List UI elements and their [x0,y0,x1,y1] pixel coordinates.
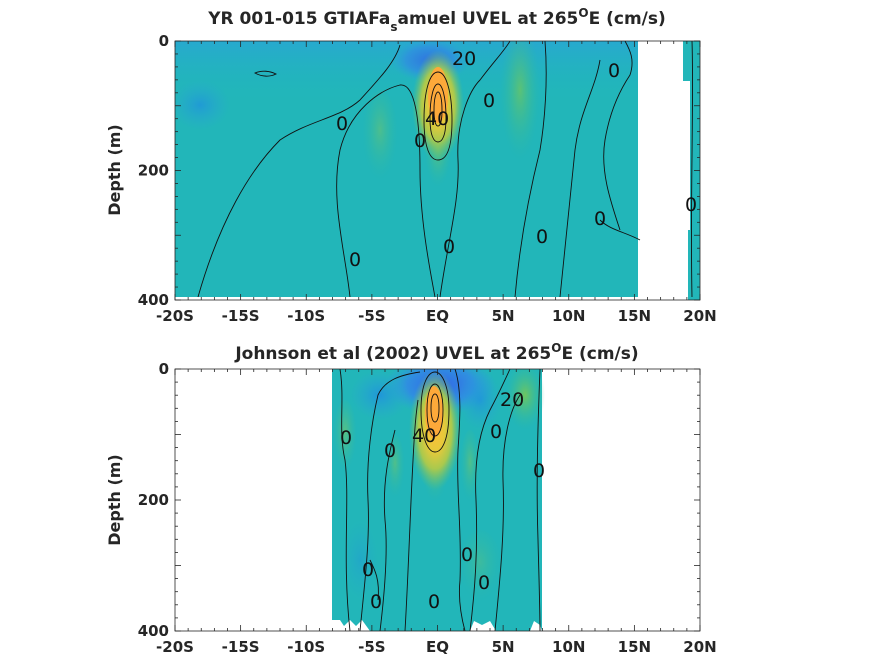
top-contour-label: 40 [425,108,449,130]
bottom-contour-label: 0 [533,460,545,482]
y-tick-label: 0 [159,360,169,378]
top-title: YR 001-015 GTIAFasamuel UVEL at 265OE (c… [207,6,666,34]
bottom-contour-label: 0 [428,591,440,613]
y-tick-label: 0 [159,32,169,50]
top-contour-label: 0 [414,130,426,152]
top-contour-label: 0 [349,249,361,271]
bottom-contour-label: 0 [340,427,352,449]
x-tick-label: -15S [222,638,260,656]
top-contours [197,41,694,298]
bottom-contour-label: 40 [412,425,436,447]
bottom-contour-label: 0 [370,591,382,613]
y-tick-label: 200 [138,491,169,509]
top-field: 20 0 40 0 0 0 0 0 0 0 0 [175,41,700,300]
x-tick-label: -5S [358,307,385,325]
top-contour-labels: 20 0 40 0 0 0 0 0 0 0 0 [336,48,697,271]
bottom-contour-label: 0 [490,421,502,443]
x-tick-label: EQ [426,638,449,656]
bottom-contour-label: 0 [384,440,396,462]
top-contour-label: 0 [685,194,697,216]
x-tick-label: 10N [552,307,585,325]
x-tick-label: 20N [683,638,716,656]
y-tick-label: 400 [138,291,169,309]
x-tick-label: 15N [618,638,651,656]
x-tick-label: -10S [287,638,325,656]
top-contour-label: 20 [452,48,476,70]
bottom-panel: 0 0 40 0 20 0 0 0 0 0 0 -20S -15S -10S -5S E… [105,341,717,656]
bottom-contours [339,369,541,631]
x-tick-label: 5N [492,307,515,325]
y-tick-label: 400 [138,622,169,640]
top-contour-label: 0 [608,60,620,82]
x-tick-label: 15N [618,307,651,325]
top-contour-label: 0 [336,113,348,135]
top-contour-label: 0 [483,90,495,112]
y-tick-label: 200 [138,162,169,180]
bottom-field: 0 0 40 0 20 0 0 0 0 0 0 [332,369,545,631]
bottom-contour-labels: 0 0 40 0 20 0 0 0 0 0 0 [340,389,545,613]
top-contour-label: 0 [536,226,548,248]
top-contour-label: 0 [443,236,455,258]
top-contour-label: 0 [594,208,606,230]
x-tick-label: 20N [683,307,716,325]
x-tick-label: 5N [492,638,515,656]
bottom-contour-label: 20 [500,389,524,411]
x-tick-label: -10S [287,307,325,325]
top-y-label: Depth (m) [105,124,124,216]
bottom-y-label: Depth (m) [105,454,124,546]
x-tick-label: -20S [156,307,194,325]
bottom-title: Johnson et al (2002) UVEL at 265OE (cm/s… [234,341,638,364]
x-tick-label: EQ [426,307,449,325]
x-tick-label: -5S [358,638,385,656]
x-tick-label: 10N [552,638,585,656]
bottom-contour-label: 0 [461,544,473,566]
bottom-contour-label: 0 [478,572,490,594]
x-tick-label: -15S [222,307,260,325]
x-tick-label: -20S [156,638,194,656]
bottom-contour-label: 0 [362,559,374,581]
top-panel: 20 0 40 0 0 0 0 0 0 0 0 -20S -15S -10S -5S E… [105,6,717,325]
